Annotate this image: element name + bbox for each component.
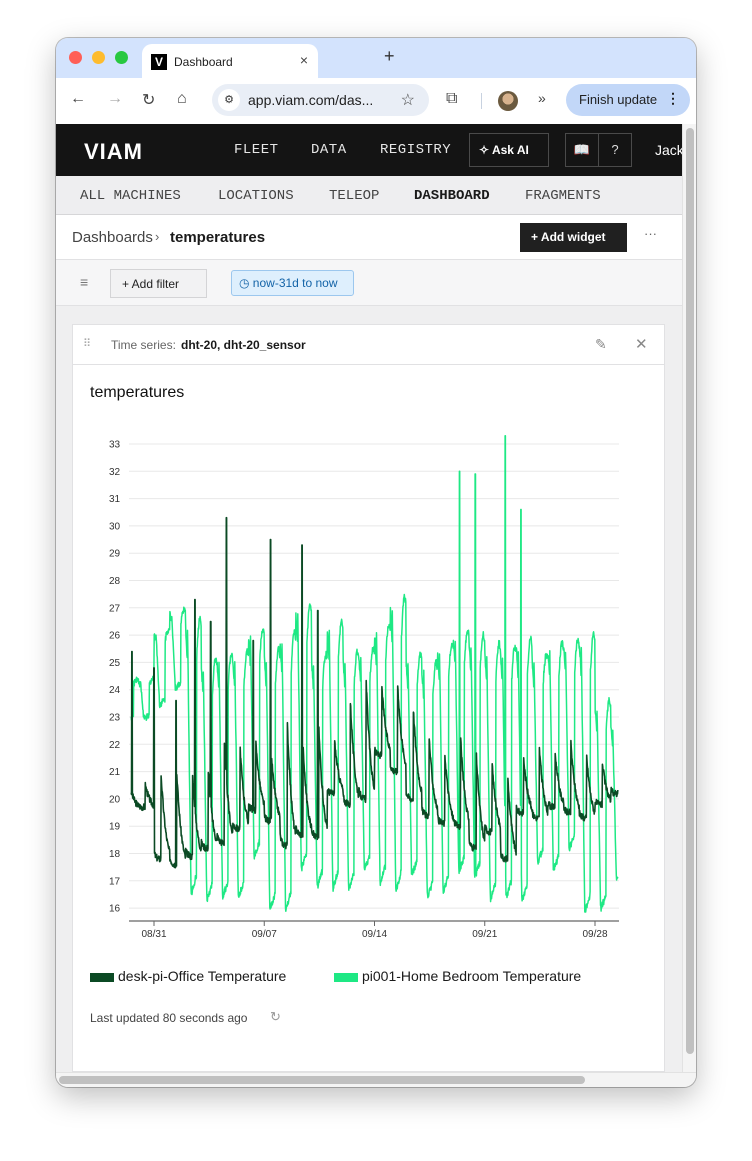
refresh-icon[interactable]: ↻ bbox=[270, 1009, 281, 1024]
forward-icon[interactable]: → bbox=[107, 90, 123, 107]
line-chart[interactable]: 16 17 18 19 20 21 22 23 24 25 26 27 28 29 30 31 32 33 08/3… bbox=[73, 325, 664, 965]
sparkle-icon: ✧ bbox=[479, 143, 490, 157]
page-title: temperatures bbox=[170, 229, 266, 246]
tab-title: Dashboard bbox=[174, 55, 233, 69]
time-range-chip[interactable]: ◷ now-31d to now bbox=[231, 270, 354, 296]
kebab-menu-icon[interactable]: ⋮ bbox=[666, 90, 680, 106]
svg-text:26: 26 bbox=[109, 631, 121, 642]
svg-text:27: 27 bbox=[109, 603, 121, 614]
time-series-widget: ⠿ Time series: dht-20, dht-20_sensor ✎ ✕… bbox=[72, 324, 665, 1072]
nav-fleet[interactable]: FLEET bbox=[234, 142, 279, 158]
ask-ai-button[interactable]: ✧ Ask AI bbox=[469, 133, 549, 167]
nav-data[interactable]: DATA bbox=[311, 142, 347, 158]
browser-toolbar: ← → ↻ ⌂ ⚙ app.viam.com/das... ☆ ⧉ » Fini… bbox=[56, 78, 696, 124]
new-tab-icon[interactable]: + bbox=[384, 46, 395, 66]
legend-label: desk-pi-Office Temperature bbox=[118, 968, 287, 984]
profile-avatar[interactable] bbox=[498, 91, 518, 111]
svg-text:31: 31 bbox=[109, 494, 121, 505]
breadcrumb-chevron-icon: › bbox=[155, 229, 160, 244]
close-window-button[interactable] bbox=[69, 51, 82, 64]
widget-header: ⠿ Time series: dht-20, dht-20_sensor ✎ ✕ bbox=[73, 325, 664, 365]
last-updated-text: Last updated 80 seconds ago bbox=[90, 1011, 248, 1025]
user-menu[interactable]: Jack bbox=[655, 142, 682, 158]
svg-text:22: 22 bbox=[109, 740, 121, 751]
svg-text:29: 29 bbox=[109, 549, 121, 560]
bookmark-star-icon[interactable]: ☆ bbox=[400, 92, 415, 109]
horizontal-scrollbar[interactable] bbox=[56, 1072, 696, 1087]
breadcrumb-dashboards[interactable]: Dashboards bbox=[72, 229, 153, 246]
svg-text:28: 28 bbox=[109, 576, 121, 587]
subnav-teleop[interactable]: TELEOP bbox=[329, 188, 380, 204]
finish-update-label: Finish update bbox=[579, 92, 658, 107]
svg-text:20: 20 bbox=[109, 794, 121, 805]
browser-tab[interactable]: V Dashboard × bbox=[142, 44, 318, 78]
dashboard-header: Dashboards › temperatures + Add widget ·… bbox=[56, 215, 682, 260]
svg-text:08/31: 08/31 bbox=[141, 929, 166, 940]
svg-text:33: 33 bbox=[109, 440, 121, 451]
docs-book-icon[interactable]: 📖 bbox=[565, 133, 599, 167]
horizontal-scroll-thumb[interactable] bbox=[59, 1076, 585, 1084]
svg-text:18: 18 bbox=[109, 849, 121, 860]
viam-logo[interactable]: VIAM bbox=[84, 139, 143, 164]
legend-swatch-light-green bbox=[334, 973, 358, 982]
svg-text:09/28: 09/28 bbox=[582, 929, 607, 940]
site-info-icon[interactable]: ⚙ bbox=[218, 89, 240, 111]
svg-text:24: 24 bbox=[109, 685, 121, 696]
vertical-scroll-thumb[interactable] bbox=[686, 128, 694, 1054]
page-viewport: VIAM FLEET DATA REGISTRY ✧ Ask AI 📖 ? Ja… bbox=[56, 124, 682, 1072]
vertical-scrollbar[interactable] bbox=[682, 124, 696, 1072]
svg-text:19: 19 bbox=[109, 822, 121, 833]
add-widget-button[interactable]: + Add widget bbox=[520, 223, 627, 252]
filter-icon[interactable]: ≡ bbox=[80, 274, 89, 290]
url-text[interactable]: app.viam.com/das... bbox=[248, 92, 374, 108]
svg-text:23: 23 bbox=[109, 713, 121, 724]
legend-swatch-dark-green bbox=[90, 973, 114, 982]
back-icon[interactable]: ← bbox=[70, 90, 86, 107]
toolbar-divider bbox=[481, 93, 482, 109]
finish-update-button[interactable]: Finish update ⋮ bbox=[566, 84, 690, 116]
widget-type-label: Time series: bbox=[111, 338, 176, 352]
more-tools-icon[interactable]: » bbox=[538, 90, 546, 106]
more-options-icon[interactable]: ··· bbox=[644, 226, 657, 241]
close-widget-icon[interactable]: ✕ bbox=[635, 336, 648, 353]
svg-text:16: 16 bbox=[109, 904, 121, 915]
subnav-locations[interactable]: LOCATIONS bbox=[218, 188, 294, 204]
svg-text:09/07: 09/07 bbox=[252, 929, 277, 940]
edit-pencil-icon[interactable]: ✎ bbox=[595, 336, 607, 352]
add-filter-button[interactable]: + Add filter bbox=[110, 269, 207, 298]
svg-text:32: 32 bbox=[109, 467, 121, 478]
subnav-dashboard[interactable]: DASHBOARD bbox=[414, 188, 490, 204]
drag-handle-icon[interactable]: ⠿ bbox=[83, 338, 91, 350]
minimize-window-button[interactable] bbox=[92, 51, 105, 64]
help-icon[interactable]: ? bbox=[598, 133, 632, 167]
subnav-fragments[interactable]: FRAGMENTS bbox=[525, 188, 601, 204]
address-bar[interactable]: ⚙ app.viam.com/das... ☆ bbox=[212, 84, 429, 116]
ask-ai-label: Ask AI bbox=[491, 143, 529, 157]
extensions-icon[interactable]: ⧉ bbox=[446, 90, 458, 107]
svg-text:30: 30 bbox=[109, 521, 121, 532]
svg-text:09/14: 09/14 bbox=[362, 929, 387, 940]
close-tab-icon[interactable]: × bbox=[299, 52, 308, 68]
reload-icon[interactable]: ↻ bbox=[142, 92, 156, 109]
app-top-nav: VIAM FLEET DATA REGISTRY ✧ Ask AI 📖 ? Ja… bbox=[56, 124, 682, 176]
tab-strip: V Dashboard × + bbox=[56, 38, 696, 78]
widget-sources: dht-20, dht-20_sensor bbox=[181, 338, 306, 352]
chart-title: temperatures bbox=[90, 384, 185, 401]
legend-label: pi001-Home Bedroom Temperature bbox=[362, 968, 582, 984]
sub-nav: ALL MACHINES LOCATIONS TELEOP DASHBOARD … bbox=[56, 176, 682, 215]
browser-window: V Dashboard × + ← → ↻ ⌂ ⚙ app.viam.com/d… bbox=[56, 38, 696, 1087]
home-icon[interactable]: ⌂ bbox=[177, 90, 187, 107]
svg-text:17: 17 bbox=[109, 876, 121, 887]
svg-text:09/21: 09/21 bbox=[472, 929, 497, 940]
subnav-all-machines[interactable]: ALL MACHINES bbox=[80, 188, 181, 204]
svg-text:21: 21 bbox=[109, 767, 121, 778]
viam-favicon-icon: V bbox=[151, 54, 167, 70]
filter-bar: ≡ + Add filter ◷ now-31d to now bbox=[56, 260, 682, 306]
maximize-window-button[interactable] bbox=[115, 51, 128, 64]
svg-text:25: 25 bbox=[109, 658, 121, 669]
nav-registry[interactable]: REGISTRY bbox=[380, 142, 452, 158]
